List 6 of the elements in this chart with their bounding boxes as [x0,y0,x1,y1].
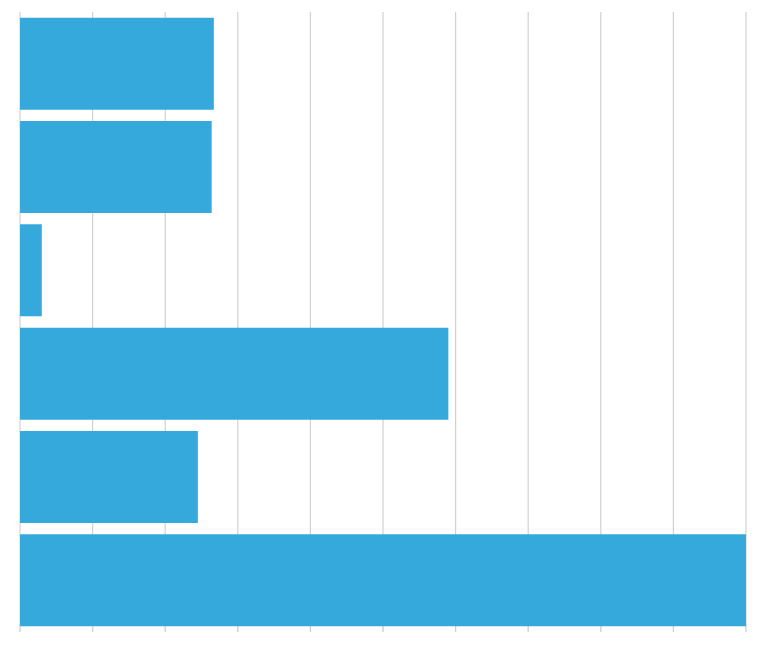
bar [20,327,449,420]
bar [20,121,212,214]
bar [20,224,42,317]
bar [20,431,198,524]
bar [20,17,214,110]
bar [20,534,746,627]
